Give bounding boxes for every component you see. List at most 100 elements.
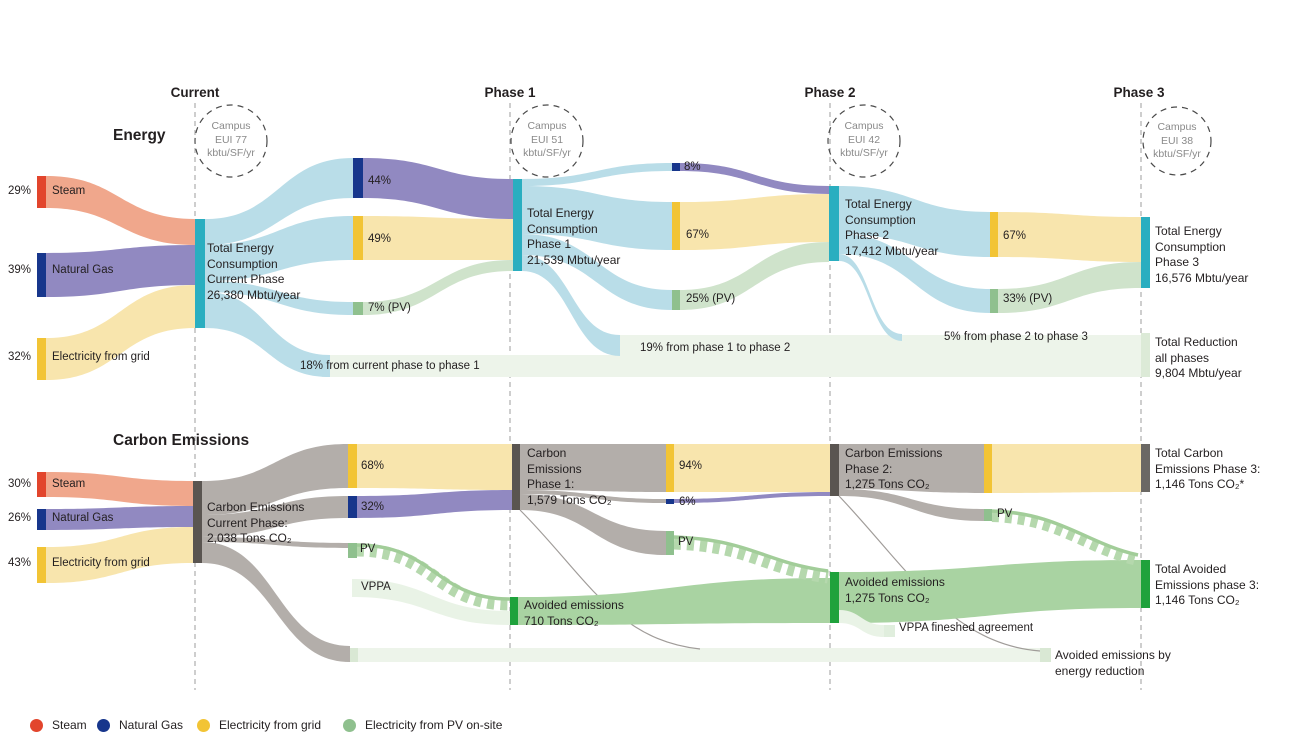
phase-header-2: Phase 2 <box>804 85 856 100</box>
flow-grid49-to-p1 <box>363 216 513 260</box>
pct-ng8: 8% <box>684 161 701 173</box>
legend-item-pv: Electricity from PV on-site <box>343 718 502 732</box>
flow-pv-hatched-p3-edge <box>991 509 1139 557</box>
node-carbon-p2 <box>830 444 839 496</box>
eui-label-current: Campus EUI 77 kbtu/SF/yr <box>207 120 255 160</box>
node-pv33 <box>990 289 998 313</box>
node-grid67b <box>990 212 998 257</box>
flow-energy-grid-in <box>46 285 195 380</box>
flow-pv7-to-p1 <box>363 260 513 315</box>
steam-legend-dot-icon <box>30 718 43 732</box>
flow-pv-hatched-p3 <box>991 510 1140 566</box>
flow-grid68-to-cp1 <box>357 444 512 490</box>
flow-cp2-to-grid3 <box>839 444 984 493</box>
node-avoided1 <box>510 597 518 625</box>
pct-pv25: 25% (PV) <box>686 293 736 305</box>
flow-p1-to-grid67 <box>522 186 672 250</box>
flow-energy-steam-in <box>46 176 195 245</box>
flow-ng6-to-cp2 <box>674 492 830 503</box>
eui-label-p3: Campus EUI 38 kbtu/SF/yr <box>1153 121 1201 161</box>
node-cng32 <box>348 496 357 518</box>
legend-label-steam: Steam <box>52 718 87 732</box>
pct-cng32: 32% <box>361 501 385 513</box>
avoided-p2-label: Avoided emissions 1,275 Tons CO₂ <box>845 575 945 605</box>
node-carbon-p3 <box>1141 444 1150 492</box>
flow-grid3-to-cp3 <box>992 444 1141 493</box>
flow-grid67-to-p2 <box>680 194 829 250</box>
grid-legend-dot-icon <box>197 718 210 732</box>
reduction-label-2: 19% from phase 1 to phase 2 <box>640 342 791 354</box>
flow-p1-to-reduction19 <box>522 255 620 356</box>
energy-grid-pct: 32% <box>8 351 32 363</box>
energy-flows <box>46 158 1141 380</box>
flow-ccurrent-to-band <box>202 542 350 662</box>
eui-circle-phase3 <box>1142 106 1212 176</box>
flow-avoided1-to-avoided2 <box>518 578 830 625</box>
vppa-end-cap <box>884 625 895 637</box>
node-total-reduction <box>1141 333 1150 377</box>
node-cng6 <box>666 499 674 504</box>
flow-carbon-grid-in <box>46 527 193 583</box>
legend-item-grid: Electricity from grid <box>197 718 321 732</box>
carbon-total-p3: Total Carbon Emissions Phase 3: 1,146 To… <box>1155 446 1261 492</box>
flow-avoided-by-reduction-band <box>345 648 1040 662</box>
pct-cng6: 6% <box>679 496 696 508</box>
label-vppa: VPPA <box>361 581 391 593</box>
energy-total-current: Total Energy Consumption Current Phase 2… <box>207 241 301 302</box>
flow-ccurrent-to-ng32 <box>202 496 348 537</box>
node-carbon-steam <box>37 472 46 497</box>
flow-energy-gas-in <box>46 245 195 297</box>
node-avoided3 <box>1141 560 1150 608</box>
nodes <box>37 158 1150 625</box>
gas-legend-dot-icon <box>97 718 110 732</box>
carbon-flows <box>46 444 1141 662</box>
avoided-band-end-cap <box>1040 648 1051 662</box>
node-carbon-gas <box>37 509 46 530</box>
reduction-label-3: 5% from phase 2 to phase 3 <box>944 331 1088 343</box>
label-cpv1: PV <box>360 543 376 555</box>
flow-current-to-pv7 <box>205 281 353 315</box>
flow-pv-hatched-p1-edge <box>356 543 511 601</box>
energy-total-p1: Total Energy Consumption Phase 1 21,539 … <box>527 206 621 267</box>
node-pv25 <box>672 290 680 310</box>
flow-ccurrent-to-grid68 <box>202 444 348 515</box>
eui-circle-phase1 <box>510 104 584 178</box>
avoided-p1-label: Avoided emissions 710 Tons CO₂ <box>524 598 624 628</box>
carbon-steam-pct: 30% <box>8 478 32 490</box>
flow-reduction-band-2b <box>612 335 832 356</box>
legend-label-grid: Electricity from grid <box>219 718 322 732</box>
eui-circles <box>194 104 1212 178</box>
carbon-total-p1: Carbon Emissions Phase 1: 1,579 Tons CO₂ <box>527 446 612 507</box>
flow-pv33-to-p3 <box>998 262 1141 313</box>
carbon-steam-label: Steam <box>52 478 86 490</box>
flow-pv25-to-p2 <box>680 242 829 310</box>
pct-cgrid68: 68% <box>361 460 385 472</box>
flow-p2-to-pv33 <box>839 234 990 313</box>
node-cgrid68 <box>348 444 357 488</box>
flow-current-to-ng44 <box>205 158 353 245</box>
flow-avoided2-to-vppa-end <box>839 610 884 637</box>
vppa-finished-label: VPPA fineshed agreement <box>899 622 1034 634</box>
eui-circle-current <box>194 104 268 178</box>
node-energy-p3 <box>1141 217 1150 288</box>
flow-current-to-reduction18 <box>205 292 330 377</box>
energy-gas-label: Natural Gas <box>52 264 114 276</box>
flow-cp1-to-pv2 <box>520 494 666 555</box>
flow-ng44-to-p1 <box>363 158 513 219</box>
carbon-section-title: Carbon Emissions <box>113 432 250 449</box>
node-cpv2 <box>666 531 674 555</box>
flow-carbon-gas-in <box>46 506 193 530</box>
legend-item-gas: Natural Gas <box>97 718 183 732</box>
flow-pv-hatched-p1 <box>356 543 511 611</box>
energy-gas-pct: 39% <box>8 264 32 276</box>
eui-label-p2: Campus EUI 42 kbtu/SF/yr <box>840 120 888 160</box>
pct-grid49: 49% <box>368 233 392 245</box>
node-cgrid3 <box>984 444 992 493</box>
label-cpv2: PV <box>678 536 694 548</box>
flow-current-to-grid49 <box>205 216 353 281</box>
carbon-grid-label: Electricity from grid <box>52 557 150 569</box>
node-grid49 <box>353 216 363 260</box>
flow-grid94-to-cp2 <box>674 444 830 492</box>
label-cpv3: PV <box>997 508 1013 520</box>
phase-header-1: Phase 1 <box>484 85 536 100</box>
